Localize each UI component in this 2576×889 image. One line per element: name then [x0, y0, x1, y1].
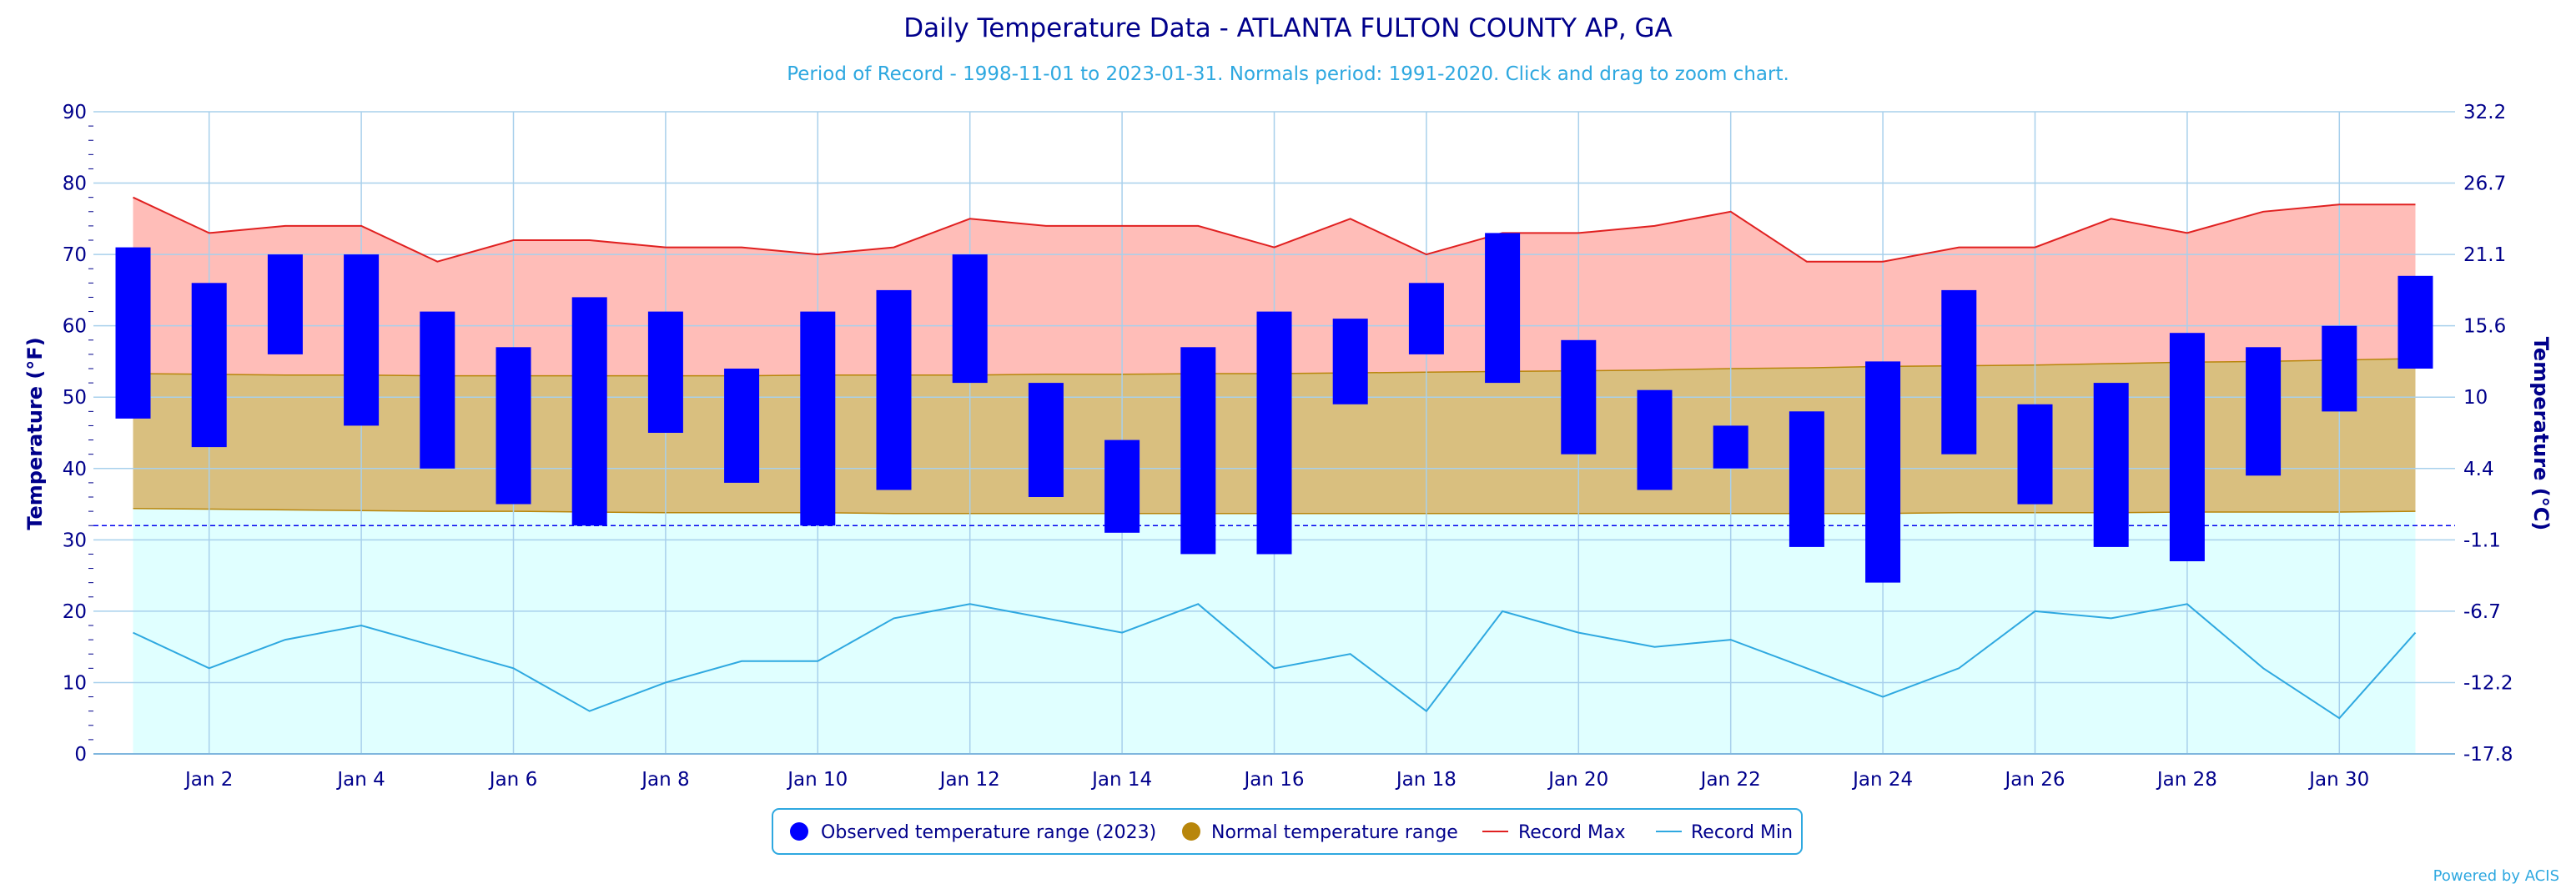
- observed-bar-jan-1: [115, 247, 151, 419]
- observed-bar-jan-26: [2017, 404, 2053, 505]
- record-max-line: [133, 196, 2416, 263]
- observed-bar-jan-18: [1408, 283, 1444, 354]
- observed-bar-jan-8: [647, 311, 683, 433]
- y-tick-label-right: -1.1: [2463, 530, 2501, 551]
- y-tick-label-left: 50: [63, 387, 87, 409]
- legend-marker-normal: [1182, 822, 1200, 841]
- legend-marker-observed: [790, 822, 808, 841]
- y-tick-label-right: 10: [2463, 387, 2488, 409]
- y-tick-label-right: -6.7: [2463, 601, 2501, 623]
- x-tick-label: Jan 14: [1090, 769, 1152, 791]
- x-tick-label: Jan 18: [1395, 769, 1457, 791]
- y-tick-label-right: 21.1: [2463, 244, 2506, 266]
- observed-bar-jan-24: [1865, 361, 1901, 583]
- legend-label-record-max[interactable]: Record Max: [1518, 822, 1626, 843]
- y-tick-label-right: -12.2: [2463, 672, 2513, 694]
- y-tick-label-left: 30: [63, 530, 87, 551]
- x-tick-label: Jan 16: [1242, 769, 1304, 791]
- y-tick-label-right: 4.4: [2463, 459, 2494, 480]
- x-tick-label: Jan 28: [2156, 769, 2217, 791]
- observed-bar-jan-11: [876, 289, 912, 490]
- y-tick-label-left: 0: [74, 744, 87, 766]
- chart-subtitle: Period of Record - 1998-11-01 to 2023-01…: [787, 63, 1789, 85]
- x-tick-label: Jan 8: [640, 769, 689, 791]
- x-tick-label: Jan 26: [2003, 769, 2065, 791]
- y-tick-label-right: 15.6: [2463, 316, 2506, 338]
- y-tick-label-right: 32.2: [2463, 102, 2506, 123]
- observed-bar-jan-19: [1485, 233, 1521, 384]
- observed-bar-jan-31: [2397, 275, 2433, 369]
- observed-bar-jan-2: [191, 283, 227, 448]
- observed-bar-jan-3: [267, 254, 303, 354]
- y-tick-label-right: 26.7: [2463, 173, 2506, 195]
- y-tick-label-left: 40: [63, 459, 87, 480]
- observed-bar-jan-12: [952, 254, 988, 384]
- observed-bar-jan-7: [571, 297, 607, 526]
- x-tick-label: Jan 22: [1699, 769, 1761, 791]
- observed-bar-jan-17: [1332, 319, 1368, 404]
- observed-bar-jan-29: [2246, 347, 2282, 476]
- y-axis-title-left: Temperature (°F): [23, 337, 47, 530]
- legend-label-record-min[interactable]: Record Min: [1691, 822, 1793, 843]
- axes: 0 10 20 30 40 50 60 70 80 90 -17.8 -12.2 -6.7 -1.1 4.4…: [63, 102, 2513, 791]
- observed-bar-jan-27: [2093, 383, 2129, 547]
- y-tick-label-left: 90: [63, 102, 87, 123]
- observed-bar-jan-6: [496, 347, 531, 505]
- y-tick-label-right: -17.8: [2463, 744, 2513, 766]
- observed-bar-jan-30: [2322, 325, 2357, 412]
- observed-bar-jan-22: [1713, 425, 1748, 469]
- observed-bar-jan-14: [1104, 439, 1140, 533]
- x-tick-label: Jan 30: [2307, 769, 2369, 791]
- observed-bar-jan-13: [1028, 383, 1064, 497]
- powered-by-credit[interactable]: Powered by ACIS: [2433, 867, 2559, 885]
- x-tick-label: Jan 12: [938, 769, 1000, 791]
- legend-label-normal[interactable]: Normal temperature range: [1211, 822, 1458, 843]
- legend-box: [772, 808, 1803, 855]
- record-lines: [133, 196, 2417, 720]
- y-tick-label-left: 60: [63, 316, 87, 338]
- x-tick-label: Jan 20: [1547, 769, 1608, 791]
- observed-bar-jan-25: [1941, 289, 1977, 455]
- observed-bar-jan-21: [1637, 389, 1673, 490]
- observed-bar-jan-16: [1256, 311, 1292, 555]
- observed-bar-jan-5: [420, 311, 455, 469]
- x-tick-label: Jan 6: [488, 769, 537, 791]
- observed-bar-jan-23: [1789, 411, 1824, 547]
- record-min-line: [133, 603, 2417, 720]
- observed-bar-jan-10: [800, 311, 836, 526]
- y-tick-label-left: 80: [63, 173, 87, 195]
- observed-bar-jan-4: [344, 254, 380, 426]
- observed-bar-jan-15: [1180, 347, 1216, 555]
- observed-range-bars: [115, 233, 2433, 583]
- chart-title: Daily Temperature Data - ATLANTA FULTON …: [903, 13, 1673, 43]
- y-axis-title-right: Temperature (°C): [2529, 337, 2553, 531]
- observed-bar-jan-9: [724, 369, 760, 483]
- y-tick-label-left: 70: [63, 244, 87, 266]
- x-tick-label: Jan 2: [184, 769, 233, 791]
- x-tick-label: Jan 24: [1851, 769, 1913, 791]
- observed-bar-jan-20: [1561, 339, 1597, 455]
- y-tick-label-left: 20: [63, 601, 87, 623]
- x-tick-label: Jan 10: [786, 769, 848, 791]
- legend: Observed temperature range (2023) Normal…: [772, 808, 1803, 855]
- observed-bar-jan-28: [2169, 333, 2205, 561]
- y-tick-label-left: 10: [63, 672, 87, 694]
- x-tick-label: Jan 4: [335, 769, 385, 791]
- legend-label-observed[interactable]: Observed temperature range (2023): [821, 822, 1156, 843]
